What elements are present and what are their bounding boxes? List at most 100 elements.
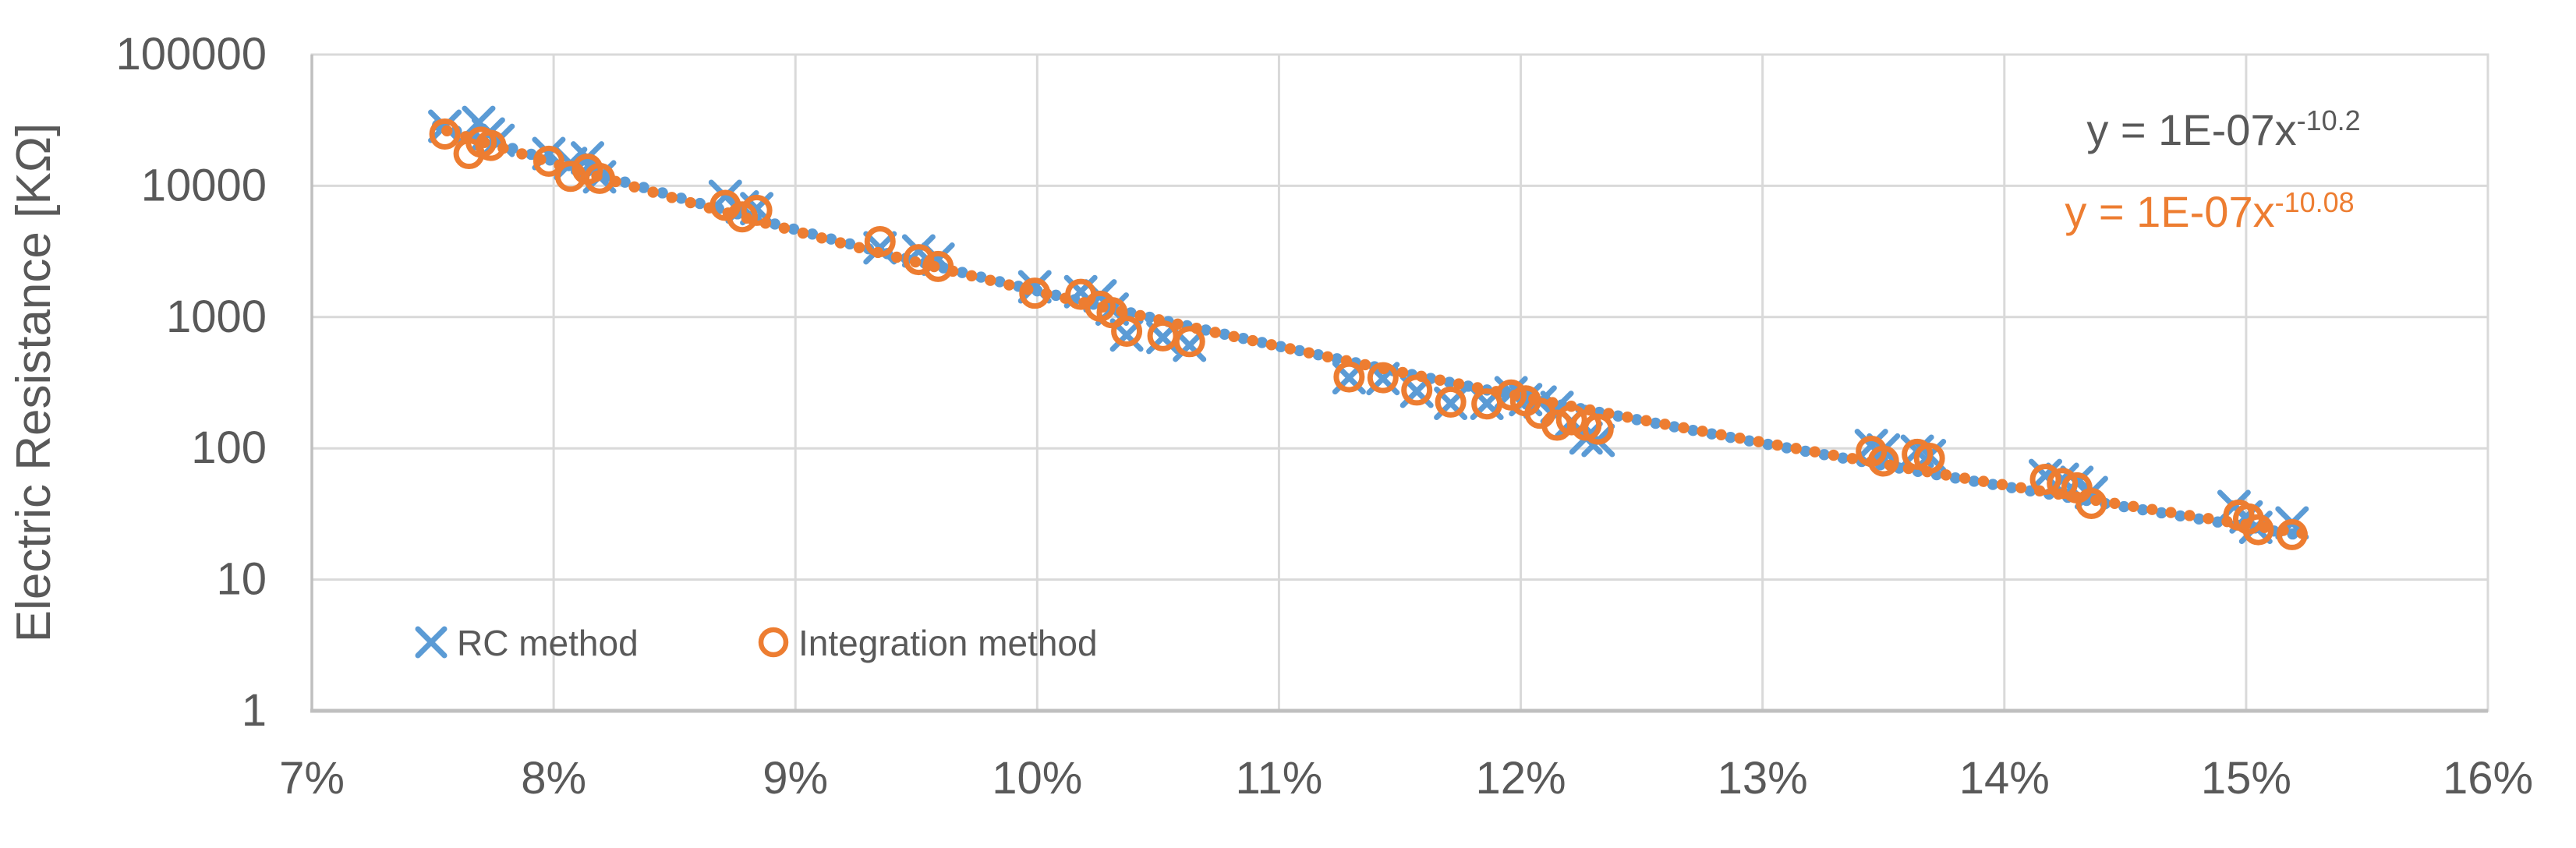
rc-trendline-dot — [1050, 289, 1062, 302]
integration-trendline-dot — [947, 265, 959, 277]
rc-trendline-dot — [1200, 324, 1212, 336]
integration-trendline-dot — [1378, 362, 1390, 375]
rc-trendline-dot — [787, 223, 800, 235]
integration-trendline-dot — [2203, 513, 2214, 525]
rc-trendline-dot — [994, 276, 1006, 288]
integration-point-marker — [1541, 409, 1573, 441]
rc-trendline-dot — [1762, 438, 1774, 450]
integration-trendline-dot — [2071, 491, 2083, 504]
integration-trendline-dot — [2221, 515, 2233, 528]
y-tick-label: 10 — [216, 554, 267, 605]
integration-trendline-dot — [1228, 330, 1240, 343]
x-tick-label: 9% — [763, 753, 828, 804]
legend-marker-circle-icon — [758, 627, 789, 658]
rc-trendline-dot — [1818, 449, 1830, 461]
rc-trendline-dot — [619, 176, 631, 188]
integration-trendline-dot — [2165, 507, 2177, 518]
rc-trendline-dot — [1293, 344, 1306, 357]
rc-trendline-dot — [825, 233, 837, 245]
integration-point-marker — [1582, 413, 1614, 445]
integration-trendline-dot — [1265, 339, 1277, 351]
rc-trendline-dot — [1949, 472, 1962, 484]
rc-trendline-dot — [1968, 475, 1980, 487]
integration-trendline-dot — [816, 232, 828, 244]
rc-trendline-dot — [1331, 353, 1343, 365]
integration-trendline-dot — [535, 154, 547, 165]
integration-point-marker — [429, 118, 461, 150]
rc-trendline-dot — [1650, 417, 1661, 429]
integration-trendline-dot — [2277, 525, 2289, 536]
integration-trendline-dot — [1116, 306, 1127, 317]
x-tick-label: 8% — [521, 753, 586, 804]
integration-trendline-dot — [1734, 433, 1746, 444]
integration-trendline-dot — [1865, 456, 1877, 468]
rc-trendline-dot — [2118, 500, 2130, 513]
integration-trendline-dot — [1453, 378, 1465, 390]
rc-trendline-dot — [1631, 414, 1643, 426]
rc-trendline-dot — [937, 262, 950, 274]
integration-trendline-dot — [610, 175, 621, 188]
integration-trendline-dot — [1659, 419, 1671, 430]
integration-trendline-dot — [722, 207, 734, 219]
integration-trendline-dot — [554, 159, 565, 171]
integration-trendline-dot — [1697, 426, 1708, 437]
rc-trendline-dot — [1275, 341, 1286, 352]
integration-trendline-dot — [1134, 309, 1146, 322]
x-tick-label: 7% — [279, 753, 345, 804]
integration-trendline-dot — [1153, 314, 1165, 326]
integration-trendline-dot — [1678, 422, 1690, 434]
integration-trendline-dot — [1097, 301, 1109, 313]
integration-trendline-dot — [1022, 284, 1034, 295]
trendline-equation-integration: y = 1E-07x-10.08 — [2065, 186, 2354, 236]
y-axis-tick-labels: 1 10 100 1000 10000 100000 — [115, 29, 267, 736]
integration-trendline-dot — [1303, 347, 1315, 359]
rc-trendline-dot — [2287, 528, 2298, 540]
rc-trendline-dot — [1462, 380, 1474, 392]
rc-trendline-dot — [694, 197, 706, 210]
rc-trendline-dot — [638, 182, 649, 193]
integration-trendline-dot — [1322, 351, 1334, 362]
y-tick-label: 1 — [242, 685, 267, 736]
rc-trendline-dot — [1799, 445, 1811, 458]
integration-trendline-dot — [2052, 488, 2065, 500]
rc-trendline-dot — [956, 267, 968, 278]
trendline-integration-method — [441, 125, 2308, 539]
integration-trendline-dot — [1771, 439, 1783, 451]
plot-border — [310, 53, 2489, 713]
x-tick-label: 11% — [1236, 753, 1323, 804]
y-axis-title: Electric Resistance [KΩ] — [7, 123, 61, 643]
integration-trendline-dot — [2015, 482, 2027, 493]
y-tick-label: 10000 — [141, 160, 267, 210]
integration-point-marker — [903, 244, 935, 276]
integration-trendline-dot — [1340, 355, 1353, 367]
integration-point-marker — [2075, 487, 2107, 519]
integration-trendline-dot — [1547, 397, 1559, 408]
y-tick-label: 100000 — [115, 29, 267, 80]
x-tick-label: 13% — [1718, 753, 1808, 804]
integration-trendline-dot — [1490, 386, 1502, 398]
integration-trendline-dot — [2259, 521, 2270, 533]
integration-trendline-dot — [1528, 393, 1540, 405]
legend-label-integration-method: Integration method — [798, 623, 1098, 663]
integration-trendline-dot — [1396, 366, 1409, 379]
integration-trendline-dot — [2109, 497, 2121, 510]
rc-trendline-dot — [1219, 328, 1230, 341]
integration-point-marker — [1173, 326, 1205, 358]
integration-trendline-dot — [703, 202, 715, 214]
integration-trendline-dot — [1434, 374, 1446, 386]
integration-trendline-dot — [497, 142, 509, 154]
rc-trendline-dot — [1144, 311, 1155, 323]
rc-trendline-dot — [2193, 513, 2205, 525]
integration-trendline-dot — [2240, 518, 2252, 531]
x-tick-label: 12% — [1476, 753, 1566, 804]
integration-trendline-dot — [834, 237, 847, 249]
rc-trendline-dot — [2156, 507, 2167, 519]
legend-label-rc-method: RC method — [457, 623, 639, 663]
integration-trendline-dot — [1603, 408, 1615, 419]
integration-trendline-dot — [1078, 297, 1090, 309]
integration-point-marker — [554, 161, 586, 193]
integration-trendline-dot — [909, 256, 922, 268]
rc-trendline-dot — [844, 238, 856, 250]
rc-trendline-dot — [1237, 332, 1249, 344]
